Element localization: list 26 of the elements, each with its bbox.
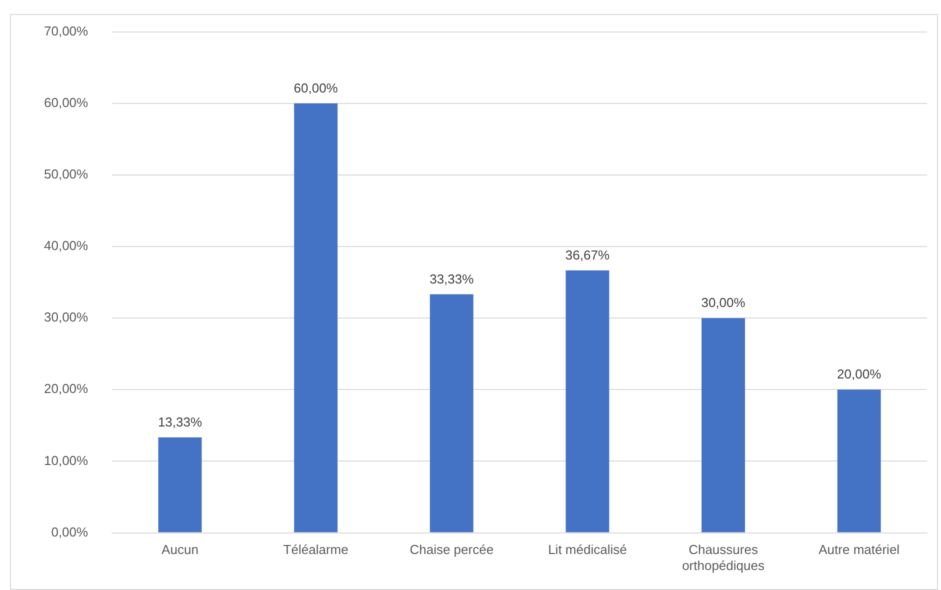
data-label: 30,00% (701, 295, 746, 310)
y-tick-label: 50,00% (44, 166, 89, 182)
y-tick-label: 40,00% (44, 238, 89, 254)
bar (837, 390, 881, 532)
y-tick-label: 70,00% (44, 23, 89, 38)
data-label: 33,33% (430, 271, 474, 286)
bar (566, 270, 610, 532)
bar (702, 318, 746, 532)
x-tick-label: Lit médicalisé (548, 542, 627, 558)
data-label: 36,67% (565, 247, 610, 262)
x-tick-label: Chaise percée (410, 542, 494, 558)
y-tick-label: 0,00% (51, 524, 89, 540)
x-tick-label: Chaussures orthopédiques (682, 542, 765, 573)
x-tick-label: Téléalarme (283, 542, 348, 558)
data-label: 20,00% (837, 366, 882, 382)
y-tick-label: 20,00% (44, 381, 89, 396)
bar (430, 294, 474, 532)
y-tick-label: 10,00% (44, 452, 89, 468)
bar (294, 103, 338, 532)
y-tick-label: 60,00% (44, 94, 89, 110)
data-label: 13,33% (158, 414, 202, 430)
data-label: 60,00% (294, 80, 338, 96)
y-tick-label: 30,00% (44, 310, 89, 325)
x-tick-label: Aucun (162, 542, 198, 558)
x-tick-label: Autre matériel (818, 542, 900, 558)
bar (158, 437, 202, 532)
